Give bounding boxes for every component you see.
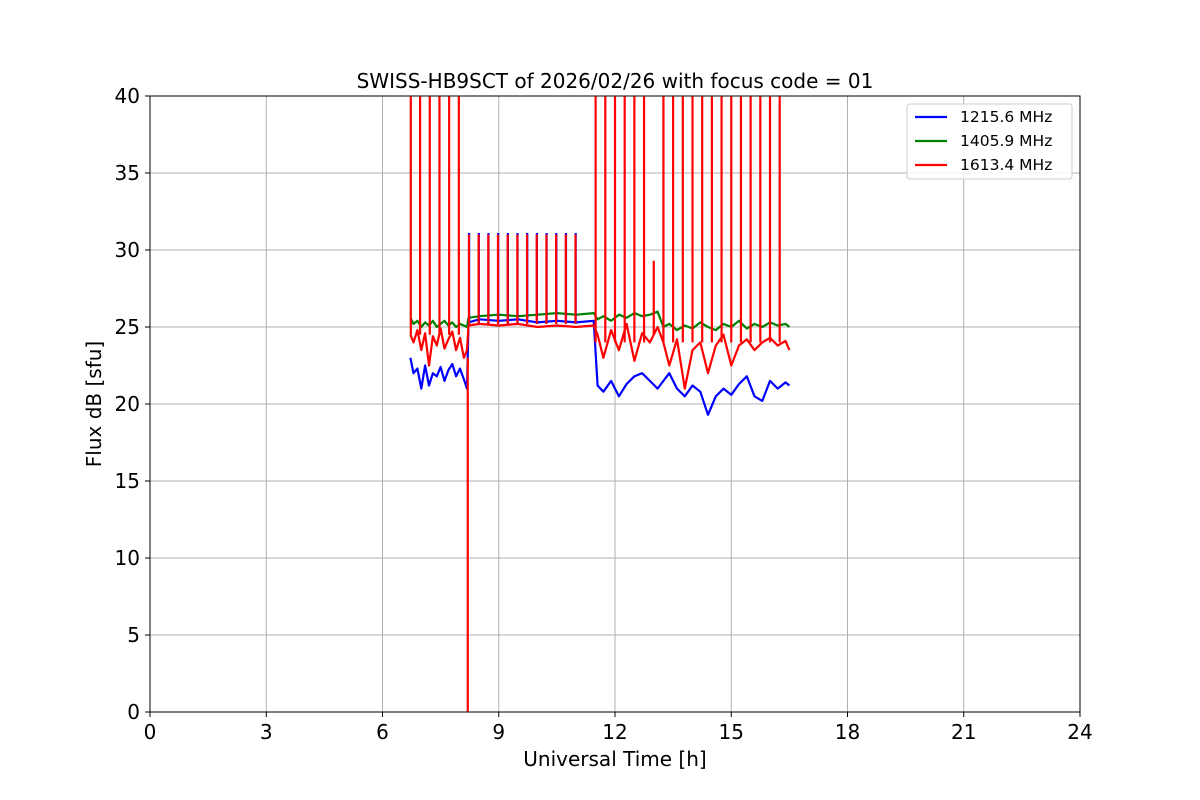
y-tick-label: 35 — [115, 161, 140, 185]
x-tick-label: 0 — [144, 720, 157, 744]
y-tick-label: 0 — [127, 700, 140, 724]
y-axis-ticks: 0 5 10 15 20 25 30 35 40 — [115, 84, 150, 724]
series-line-3 — [409, 322, 791, 390]
x-tick-label: 9 — [492, 720, 505, 744]
x-tick-label: 12 — [602, 720, 627, 744]
chart-title: SWISS-HB9SCT of 2026/02/26 with focus co… — [357, 69, 874, 93]
x-axis-label: Universal Time [h] — [523, 747, 706, 771]
y-tick-label: 10 — [115, 546, 140, 570]
x-tick-label: 3 — [260, 720, 273, 744]
legend-entry: 1215.6 MHz — [960, 108, 1052, 126]
x-tick-label: 24 — [1067, 720, 1092, 744]
x-tick-label: 18 — [835, 720, 860, 744]
y-tick-label: 40 — [115, 84, 140, 108]
series-layer — [409, 96, 791, 712]
x-axis-ticks: 0 3 6 9 12 15 18 21 24 — [144, 712, 1093, 744]
x-tick-label: 15 — [719, 720, 744, 744]
legend: 1215.6 MHz 1405.9 MHz 1613.4 MHz — [906, 103, 1073, 180]
legend-entry: 1613.4 MHz — [960, 156, 1052, 174]
y-tick-label: 25 — [115, 315, 140, 339]
y-tick-label: 5 — [127, 623, 140, 647]
series-line-1 — [409, 318, 791, 416]
series-line-2 — [409, 310, 791, 332]
y-tick-label: 15 — [115, 469, 140, 493]
x-tick-label: 21 — [951, 720, 976, 744]
x-tick-label: 6 — [376, 720, 389, 744]
y-axis-label: Flux dB [sfu] — [82, 341, 106, 467]
legend-box — [906, 103, 1073, 180]
y-tick-label: 30 — [115, 238, 140, 262]
y-tick-label: 20 — [115, 392, 140, 416]
legend-entry: 1405.9 MHz — [960, 132, 1052, 150]
